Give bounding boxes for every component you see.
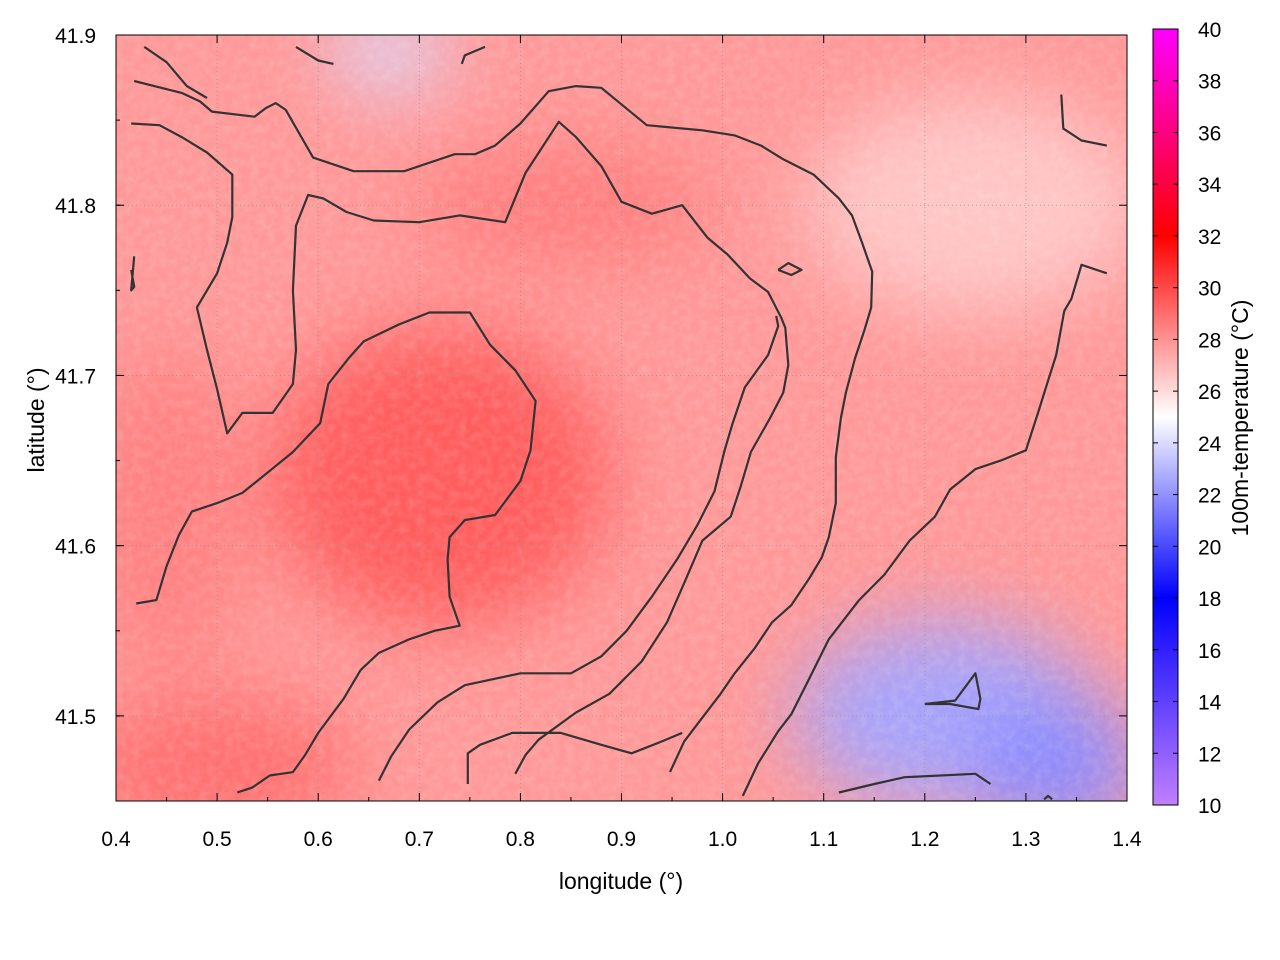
x-tick-label: 1.0	[708, 828, 737, 851]
grid-lines	[116, 35, 1127, 801]
colorbar-tick-label: 34	[1198, 174, 1222, 197]
x-tick-label: 0.8	[506, 828, 535, 851]
contour-line-7	[838, 772, 992, 794]
colorbar-tick-label: 14	[1198, 692, 1222, 715]
contour-lines	[53, 44, 1108, 801]
heatmap-texture	[116, 35, 1127, 801]
y-tick-label: 41.8	[55, 195, 96, 218]
contour-line-15	[1060, 94, 1108, 147]
colorbar-tick-label: 12	[1198, 743, 1221, 766]
contour-line-3	[136, 311, 537, 794]
colorbar-tick-label: 20	[1198, 536, 1221, 559]
contour-line-6	[741, 263, 1108, 797]
contour-line-5	[466, 731, 683, 784]
contour-line-2	[131, 120, 790, 775]
colorbar-scale	[1152, 28, 1179, 806]
colorbar-tick-label: 36	[1198, 122, 1221, 145]
contour-line-11	[143, 45, 208, 99]
contour-line-8	[924, 672, 982, 711]
colorbar-tick-label: 32	[1198, 226, 1221, 249]
x-tick-label: 0.7	[405, 828, 434, 851]
colorbar-tick-label: 30	[1198, 278, 1221, 301]
y-tick-label: 41.6	[55, 536, 96, 559]
contour-line-9	[777, 262, 803, 277]
x-tick-label: 0.9	[607, 828, 636, 851]
contour-line-12	[295, 45, 334, 65]
colorbar-tick-label: 28	[1198, 329, 1221, 352]
y-tick-label: 41.5	[55, 706, 96, 729]
y-axis-ticks: 41.5 41.6 41.7 41.8 41.9	[55, 25, 1127, 802]
colorbar-tick-label: 40	[1198, 19, 1221, 42]
contour-line-14	[130, 256, 136, 292]
x-tick-label: 1.3	[1011, 828, 1040, 851]
colorbar-title: 100m-temperature (°C)	[1227, 300, 1253, 537]
colorbar-tick-label: 24	[1198, 433, 1222, 456]
contour-line-4	[377, 315, 780, 782]
colorbar-ticks: 10 12 14 16 18 20 22 24 26 28 30 32 34 36 38 40	[1153, 19, 1222, 818]
x-tick-label: 0.5	[202, 828, 231, 851]
colorbar-tick-label: 18	[1198, 588, 1221, 611]
plot-area	[53, 35, 1127, 801]
colorbar-tick-label: 22	[1198, 485, 1221, 508]
x-tick-label: 0.6	[304, 828, 333, 851]
contour-line-10	[53, 44, 109, 97]
colorbar-tick-label: 16	[1198, 640, 1221, 663]
colorbar-tick-label: 26	[1198, 381, 1221, 404]
x-tick-label: 1.4	[1112, 828, 1142, 851]
y-tick-label: 41.7	[55, 365, 96, 388]
x-axis-title: longitude (°)	[559, 868, 683, 894]
contour-line-13	[460, 45, 486, 65]
x-tick-label: 1.2	[910, 828, 939, 851]
y-tick-label: 41.9	[55, 25, 96, 48]
colorbar: 10 12 14 16 18 20 22 24 26 28 30 32 34 36 38 40	[1152, 19, 1222, 818]
y-axis-title: latitude (°)	[23, 367, 49, 472]
contour-line-1	[133, 79, 874, 773]
x-tick-label: 1.1	[809, 828, 838, 851]
colorbar-tick-label: 38	[1198, 71, 1221, 94]
x-tick-label: 0.4	[101, 828, 131, 851]
contour-line-16	[1043, 794, 1053, 801]
colorbar-tick-label: 10	[1198, 795, 1221, 818]
x-axis-ticks: 0.4 0.5 0.6 0.7 0.8 0.9 1.0 1.1 1.2 1.3 1.4	[101, 35, 1142, 851]
